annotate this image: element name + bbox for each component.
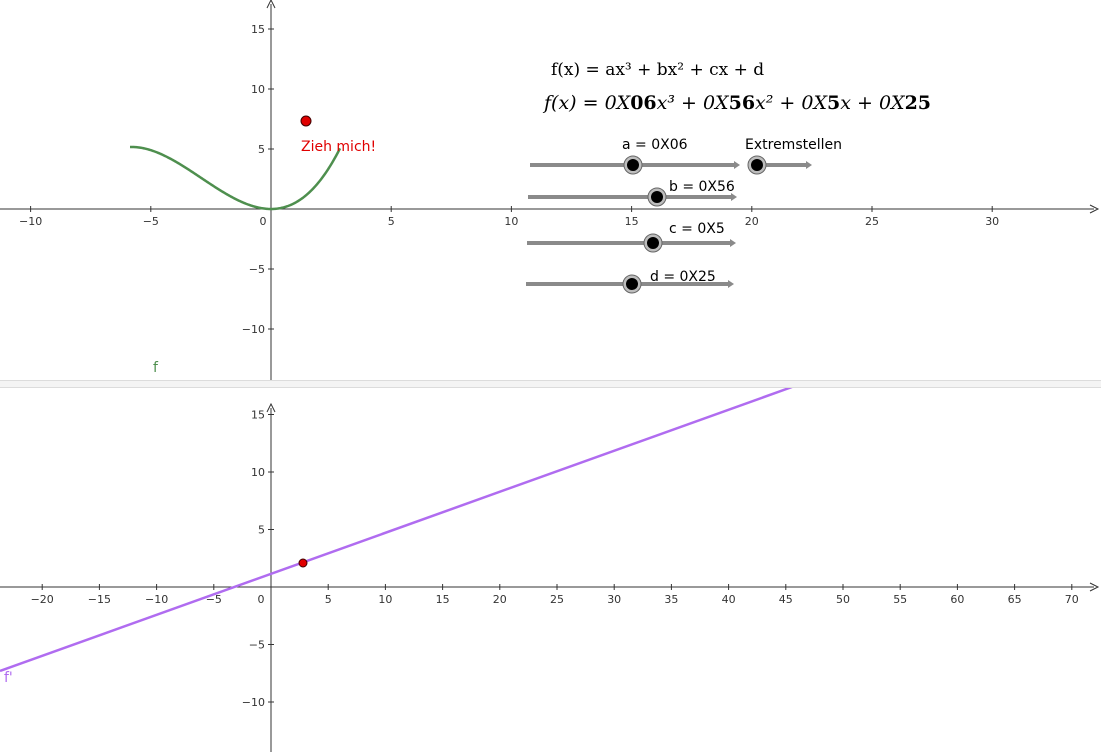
x-axis-arrow	[1089, 582, 1100, 592]
view-divider[interactable]	[0, 380, 1101, 388]
x-axis-arrow	[1089, 204, 1100, 214]
drag-hint-label: Zieh mich!	[301, 139, 377, 155]
slider-d-handle[interactable]	[626, 278, 638, 290]
y-tick-label: 5	[258, 524, 265, 537]
y-tick-label: 5	[258, 143, 265, 156]
y-tick-label: 15	[251, 409, 265, 422]
formula-prefix: f(x) = 0X	[544, 92, 631, 114]
slider-b-label: b = 0X56	[669, 179, 735, 195]
x-tick-label: −20	[31, 593, 54, 606]
x-tick-label: 25	[865, 215, 879, 228]
y-tick-label: 15	[251, 23, 265, 36]
x-tick-label: 5	[388, 215, 395, 228]
y-tick-label: 10	[251, 83, 265, 96]
formula-term-x3: x³ + 0X	[656, 92, 729, 114]
x-tick-label: 0	[258, 593, 265, 606]
slider-d-label: d = 0X25	[650, 269, 716, 285]
formula-term-x2: x² + 0X	[755, 92, 827, 114]
x-tick-label: 65	[1008, 593, 1022, 606]
slider-a-arrow	[734, 161, 740, 169]
slider-c-arrow	[730, 239, 736, 247]
slider-a[interactable]: a = 0X06	[530, 137, 740, 175]
x-tick-label: 0	[260, 215, 267, 228]
bottom-y-ticks: 15 10 5 −5 −10	[242, 409, 274, 709]
x-tick-label: 20	[493, 593, 507, 606]
x-tick-label: 15	[436, 593, 450, 606]
x-tick-label: −15	[88, 593, 111, 606]
x-tick-label: 45	[779, 593, 793, 606]
y-tick-label: −5	[249, 263, 265, 276]
x-tick-label: 15	[625, 215, 639, 228]
x-tick-label: 55	[893, 593, 907, 606]
draggable-point[interactable]	[300, 115, 312, 127]
bottom-x-ticks: −20 −15 −10 −5 0 5 10 15 20 25 30 35 40 45 50 55 60 65 70	[31, 584, 1079, 606]
x-tick-label: 10	[504, 215, 518, 228]
slider-extremstellen-handle[interactable]	[751, 159, 763, 171]
function-f-curve[interactable]	[129, 145, 342, 211]
x-tick-label: −5	[143, 215, 159, 228]
curve-f-label: f	[153, 360, 158, 376]
slider-extremstellen-label: Extremstellen	[745, 137, 842, 153]
x-tick-label: −10	[19, 215, 42, 228]
formula-coef-b: 56	[728, 92, 756, 114]
x-tick-label: 10	[378, 593, 392, 606]
top-y-ticks: 15 10 5 −5 −10	[242, 23, 274, 336]
slider-extremstellen[interactable]: Extremstellen	[745, 137, 842, 175]
y-tick-label: 10	[251, 466, 265, 479]
x-tick-label: 20	[745, 215, 759, 228]
x-tick-label: 40	[722, 593, 736, 606]
general-formula: f(x) = ax³ + bx² + cx + d	[551, 60, 765, 80]
bottom-graph-canvas[interactable]: −20 −15 −10 −5 0 5 10 15 20 25 30 35 40 45 50 55 60 65 70 …	[0, 388, 1101, 752]
slider-a-label: a = 0X06	[622, 137, 688, 153]
y-tick-label: −10	[242, 696, 265, 709]
slider-a-handle[interactable]	[627, 159, 639, 171]
derivative-f-prime-line[interactable]	[0, 388, 793, 673]
x-tick-label: 60	[950, 593, 964, 606]
x-tick-label: −10	[145, 593, 168, 606]
x-tick-label: 30	[985, 215, 999, 228]
y-tick-label: −5	[249, 639, 265, 652]
slider-d[interactable]: d = 0X25	[526, 269, 734, 294]
slider-b[interactable]: b = 0X56	[528, 179, 737, 207]
slider-b-handle[interactable]	[651, 191, 663, 203]
slider-b-arrow	[731, 193, 737, 201]
specific-formula: f(x) = 0X06x³ + 0X56x² + 0X5x + 0X25	[544, 92, 931, 114]
x-tick-label: 70	[1065, 593, 1079, 606]
y-axis-arrow	[266, 402, 276, 413]
curve-f-prime-label: f'	[4, 670, 13, 686]
formula-coef-c: 5	[827, 92, 841, 114]
derivative-point[interactable]	[298, 558, 308, 568]
x-tick-label: 25	[550, 593, 564, 606]
y-axis-arrow	[266, 0, 276, 9]
x-tick-label: 35	[664, 593, 678, 606]
formula-coef-d: 25	[904, 92, 932, 114]
slider-c-label: c = 0X5	[669, 221, 725, 237]
formula-coef-a: 06	[630, 92, 657, 114]
formula-term-x1: x + 0X	[840, 92, 905, 114]
x-tick-label: 50	[836, 593, 850, 606]
x-tick-label: 5	[325, 593, 332, 606]
x-tick-label: 30	[607, 593, 621, 606]
graphics-view-bottom[interactable]: −20 −15 −10 −5 0 5 10 15 20 25 30 35 40 45 50 55 60 65 70 …	[0, 388, 1101, 752]
y-tick-label: −10	[242, 323, 265, 336]
slider-extremstellen-arrow	[806, 161, 812, 169]
slider-c[interactable]: c = 0X5	[527, 221, 736, 253]
slider-c-handle[interactable]	[647, 237, 659, 249]
slider-d-arrow	[728, 280, 734, 288]
